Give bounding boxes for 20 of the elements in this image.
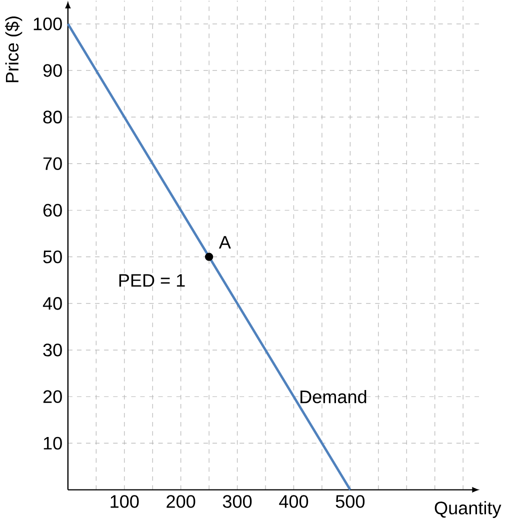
y-tick-label: 80 [43,110,62,124]
y-tick-label: 60 [43,204,62,217]
y-tick-label: 40 [42,297,62,310]
y-tick-label: 50 [43,250,62,264]
y-tick-label: 100 [34,18,62,30]
x-axis-title: Quantity [434,501,502,518]
y-tick-label: 90 [43,64,62,77]
x-tick-label: 400 [278,495,308,508]
y-tick-label: 10 [44,436,62,450]
series-label: Demand [300,390,366,404]
x-tick-label: 200 [166,495,196,508]
annotation: PED = 1 [119,274,185,287]
y-axis-title: Price ($) [4,16,22,82]
y-tick-label: 70 [43,157,62,170]
x-tick-label: 500 [336,495,364,508]
x-tick-label: 300 [222,495,252,508]
annotation: A [218,236,231,249]
y-tick-label: 20 [43,390,62,403]
x-tick-label: 100 [110,495,139,508]
y-tick-label: 30 [43,344,62,356]
